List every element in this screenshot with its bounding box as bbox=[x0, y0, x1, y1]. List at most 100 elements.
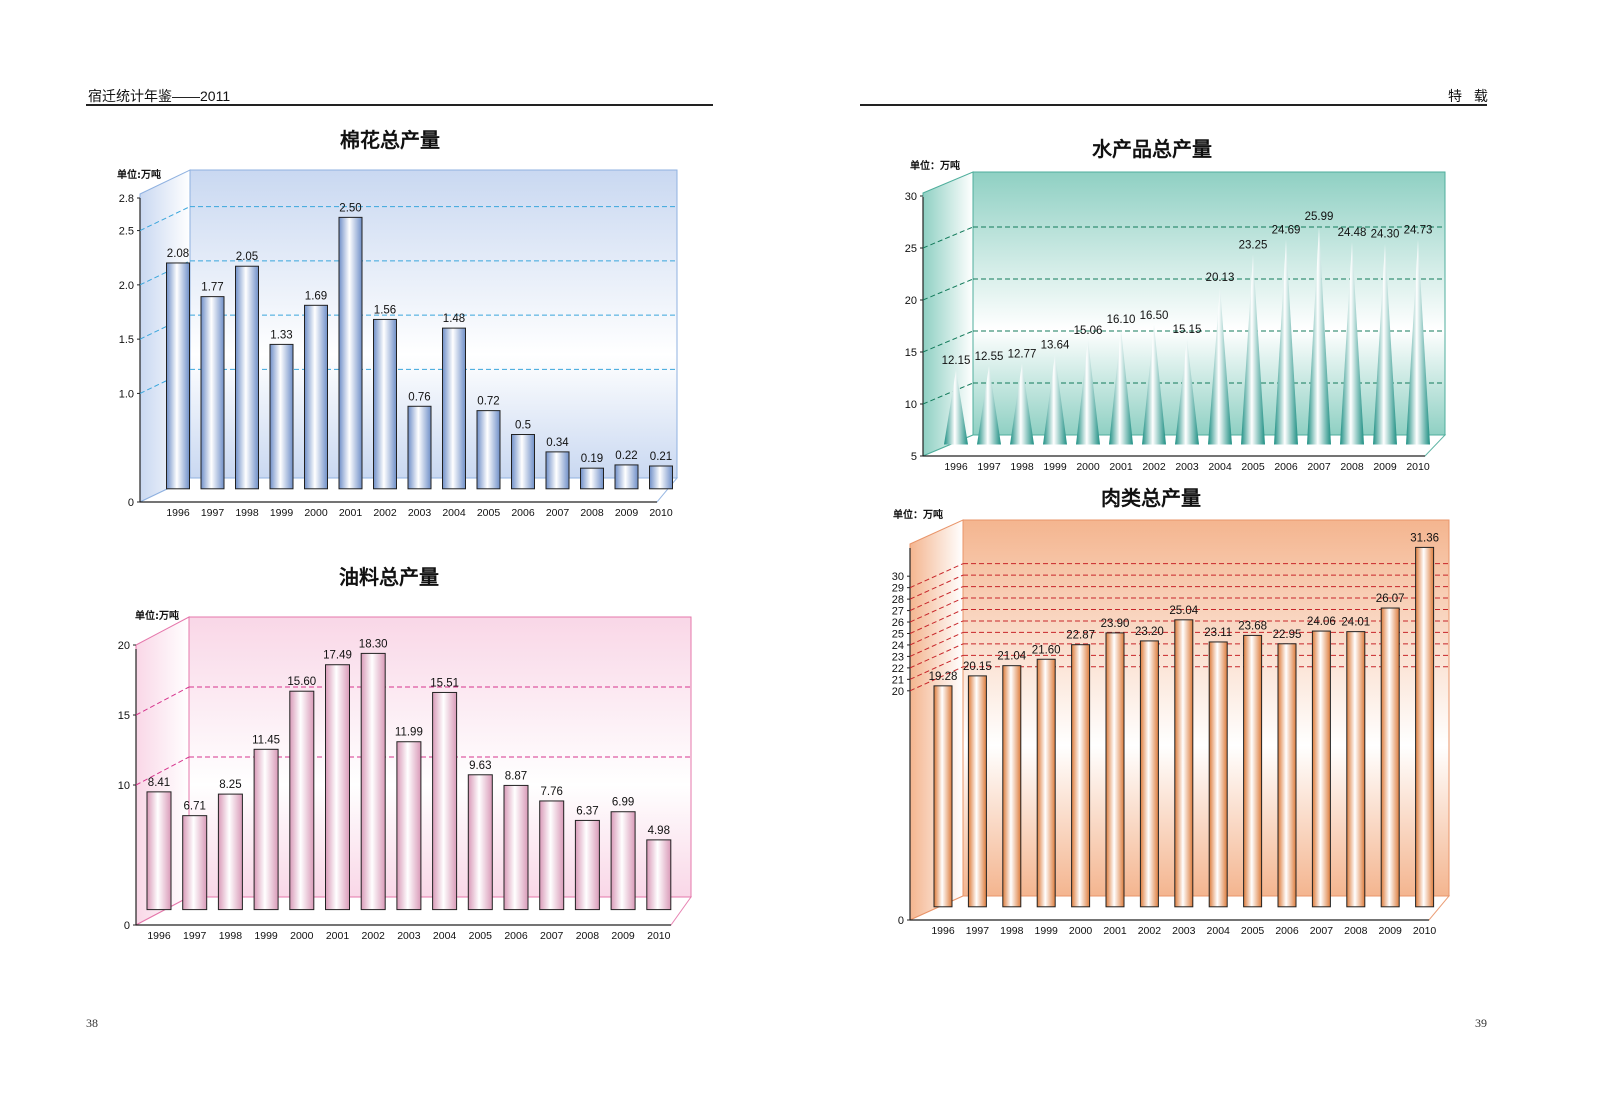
oil-ytick-label: 20 bbox=[118, 640, 130, 652]
aquatic-bar bbox=[1406, 239, 1430, 445]
oil-ytick-label: 10 bbox=[118, 780, 130, 792]
oil-bar bbox=[146, 791, 172, 911]
meat-ytick-label: 24 bbox=[892, 640, 904, 652]
meat-bar bbox=[1036, 658, 1056, 908]
meat-x-label: 2007 bbox=[1310, 925, 1334, 937]
cotton-x-label: 2004 bbox=[442, 507, 466, 519]
cotton-grid-diag bbox=[139, 206, 191, 232]
oil-value-label: 11.99 bbox=[395, 727, 423, 739]
meat-unit-label: 单位：万吨 bbox=[893, 508, 943, 521]
meat-title: 肉类总产量 bbox=[1101, 486, 1201, 510]
aquatic-grid-diag bbox=[922, 278, 974, 301]
meat-x-label: 1997 bbox=[966, 925, 990, 937]
meat-grid-diag bbox=[909, 666, 964, 692]
oil-x-label: 2002 bbox=[362, 930, 386, 942]
oil-x-label: 1999 bbox=[254, 930, 278, 942]
cotton-x-label: 2001 bbox=[339, 507, 363, 519]
meat-value-label: 21.04 bbox=[997, 651, 1026, 663]
cotton-value-label: 0.34 bbox=[546, 437, 569, 449]
cotton-ytick-label: 1.0 bbox=[119, 388, 134, 400]
oil-value-label: 15.60 bbox=[287, 676, 316, 688]
aquatic-ytick-label: 15 bbox=[905, 347, 917, 359]
oil-grid-diag bbox=[135, 756, 190, 786]
aquatic-value-label: 25.99 bbox=[1305, 211, 1334, 223]
meat-ytick-label: 22 bbox=[892, 663, 904, 675]
aquatic-x-label: 2000 bbox=[1076, 461, 1100, 473]
cotton-x-label: 2005 bbox=[477, 507, 501, 519]
meat-ytick-label: 30 bbox=[892, 571, 904, 583]
aquatic-x-label: 2010 bbox=[1406, 461, 1430, 473]
aquatic-x-label: 2009 bbox=[1373, 461, 1397, 473]
oil-value-label: 8.41 bbox=[148, 777, 170, 789]
cotton-x-label: 2006 bbox=[511, 507, 535, 519]
meat-x-label: 2008 bbox=[1344, 925, 1368, 937]
oil-x-label: 2004 bbox=[433, 930, 457, 942]
cotton-value-label: 0.76 bbox=[408, 391, 430, 403]
oil-value-label: 7.76 bbox=[541, 786, 563, 798]
oil-bar bbox=[503, 784, 529, 911]
meat-value-label: 23.20 bbox=[1135, 626, 1164, 638]
meat-x-label: 2000 bbox=[1069, 925, 1093, 937]
meat-bar bbox=[1002, 665, 1022, 908]
aquatic-x-label: 1999 bbox=[1043, 461, 1067, 473]
oil-x-label: 2003 bbox=[397, 930, 421, 942]
aquatic-ytick-label: 25 bbox=[905, 243, 917, 255]
cotton-x-label: 2002 bbox=[373, 507, 397, 519]
meat-bar bbox=[1105, 632, 1125, 908]
cotton-grid-diag bbox=[139, 368, 191, 394]
meat-bar bbox=[1071, 644, 1091, 908]
aquatic-value-label: 24.30 bbox=[1371, 229, 1400, 241]
meat-value-label: 23.68 bbox=[1238, 620, 1267, 632]
cotton-x-label: 1998 bbox=[235, 507, 259, 519]
left-page-number: 38 bbox=[86, 1016, 98, 1030]
oil-value-label: 18.30 bbox=[359, 638, 388, 650]
oil-bar bbox=[574, 819, 600, 911]
aquatic-value-label: 15.06 bbox=[1074, 325, 1103, 337]
right-header-rule bbox=[860, 104, 1487, 106]
meat-value-label: 22.87 bbox=[1066, 630, 1095, 642]
left-header-rule bbox=[86, 104, 713, 106]
meat-x-label: 2005 bbox=[1241, 925, 1265, 937]
meat-grid-diag bbox=[909, 586, 964, 612]
oil-ytick-label: 15 bbox=[118, 710, 130, 722]
meat-x-label: 1999 bbox=[1035, 925, 1059, 937]
aquatic-bar bbox=[1274, 239, 1298, 445]
meat-grid-diag bbox=[909, 620, 964, 646]
cotton-value-label: 0.72 bbox=[477, 396, 499, 408]
cotton-x-label: 2010 bbox=[649, 507, 673, 519]
meat-value-label: 23.90 bbox=[1101, 618, 1130, 630]
meat-back-wall bbox=[962, 519, 1450, 897]
aquatic-unit-label: 单位：万吨 bbox=[910, 159, 960, 172]
aquatic-bar bbox=[1010, 363, 1034, 445]
cotton-value-label: 0.5 bbox=[515, 420, 531, 432]
oil-bar bbox=[539, 800, 565, 911]
cotton-back-wall bbox=[189, 169, 678, 479]
aquatic-value-label: 15.15 bbox=[1173, 324, 1202, 336]
meat-ytick-label: 27 bbox=[892, 606, 904, 618]
meat-bar bbox=[1415, 546, 1435, 908]
aquatic-bar bbox=[1373, 243, 1397, 445]
cotton-bar bbox=[511, 434, 535, 490]
cotton-value-label: 1.48 bbox=[443, 313, 465, 325]
oil-bar bbox=[182, 815, 208, 911]
meat-x-label: 2002 bbox=[1138, 925, 1162, 937]
meat-grid-diag bbox=[909, 597, 964, 623]
oil-x-label: 2009 bbox=[611, 930, 635, 942]
right-page-number: 39 bbox=[1475, 1016, 1487, 1030]
oil-bar bbox=[610, 811, 636, 911]
aquatic-x-label: 2002 bbox=[1142, 461, 1166, 473]
meat-bar bbox=[1380, 607, 1400, 908]
cotton-bar bbox=[235, 265, 259, 490]
meat-ytick-label: 28 bbox=[892, 594, 904, 606]
oil-x-label: 1996 bbox=[147, 930, 171, 942]
aquatic-title: 水产品总产量 bbox=[1092, 137, 1212, 161]
cotton-value-label: 0.19 bbox=[581, 453, 603, 465]
meat-x-label: 2001 bbox=[1103, 925, 1127, 937]
aquatic-bar bbox=[1241, 254, 1265, 445]
cotton-x-label: 2000 bbox=[304, 507, 328, 519]
oil-value-label: 15.51 bbox=[430, 677, 459, 689]
aquatic-x-label: 2001 bbox=[1109, 461, 1133, 473]
